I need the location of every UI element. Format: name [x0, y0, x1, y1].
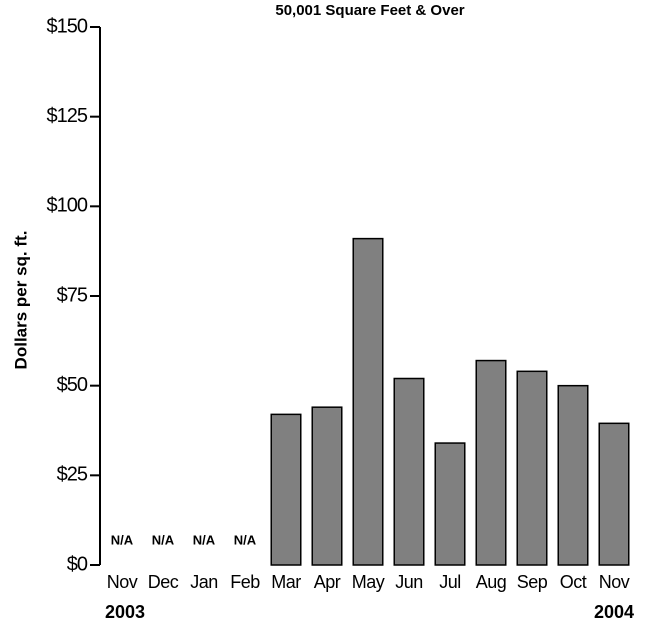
- y-tick-label: $150: [47, 15, 88, 37]
- chart-title: 50,001 Square Feet & Over: [275, 2, 464, 19]
- value-label: N/A: [234, 532, 257, 547]
- x-tick-label: May: [352, 572, 385, 592]
- year-label: 2004: [594, 602, 634, 622]
- x-tick-label: Apr: [314, 572, 341, 592]
- x-tick-label: Aug: [476, 572, 507, 592]
- bar: [598, 422, 630, 566]
- y-tick-label: $50: [57, 374, 88, 396]
- year-label: 2003: [105, 602, 145, 622]
- y-axis-label: Dollars per sq. ft.: [11, 231, 30, 370]
- bar: [270, 413, 302, 566]
- value-label: N/A: [193, 532, 216, 547]
- bar: [434, 442, 466, 566]
- y-tick-label: $75: [57, 284, 88, 306]
- x-tick-label: Nov: [107, 572, 138, 592]
- bar: [516, 370, 548, 566]
- bar: [352, 237, 384, 566]
- x-tick-label: Sep: [517, 572, 548, 592]
- x-tick-label: Nov: [599, 572, 630, 592]
- y-tick-label: $125: [47, 105, 88, 127]
- y-tick-label: $100: [47, 195, 88, 217]
- bar: [393, 377, 425, 566]
- x-tick-label: Dec: [148, 572, 179, 592]
- value-label: N/A: [111, 532, 134, 547]
- bar: [557, 384, 589, 566]
- bar: [311, 406, 343, 566]
- y-tick-label: $0: [67, 553, 88, 575]
- value-label: N/A: [152, 532, 175, 547]
- y-tick-label: $25: [57, 464, 88, 486]
- x-tick-label: Oct: [560, 572, 587, 592]
- x-tick-label: Jul: [439, 572, 461, 592]
- x-tick-label: Feb: [230, 572, 260, 592]
- bar: [475, 359, 507, 566]
- x-tick-label: Jun: [395, 572, 423, 592]
- x-tick-label: Jan: [190, 572, 218, 592]
- x-tick-label: Mar: [271, 572, 301, 592]
